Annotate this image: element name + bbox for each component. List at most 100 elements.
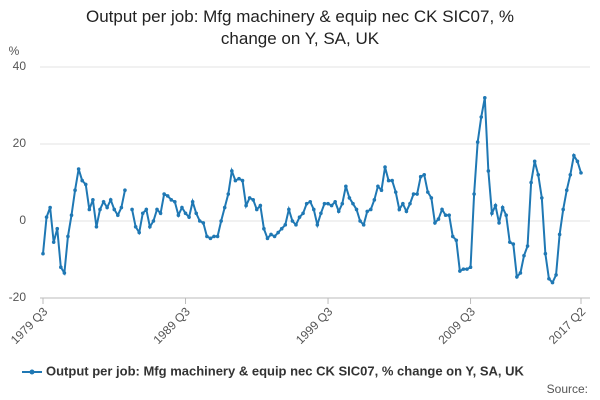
point: [148, 224, 152, 229]
point: [326, 201, 330, 206]
point: [401, 201, 405, 206]
point: [390, 178, 394, 183]
point: [561, 207, 565, 212]
point: [522, 253, 526, 258]
point: [358, 219, 362, 223]
point: [41, 251, 45, 256]
point: [354, 207, 359, 212]
point: [393, 190, 398, 194]
point: [500, 205, 505, 210]
point: [568, 173, 573, 177]
chart-title: Output per job: Mfg machinery & equip ne…: [85, 7, 515, 48]
y-tick-label: 0: [19, 213, 26, 227]
point: [137, 230, 141, 235]
point: [105, 205, 109, 210]
point: [347, 196, 352, 200]
point: [415, 192, 419, 196]
point: [333, 199, 337, 204]
point: [340, 201, 345, 206]
point: [422, 173, 427, 177]
point: [550, 280, 555, 285]
point: [511, 242, 516, 246]
point: [379, 188, 384, 192]
point: [215, 234, 220, 239]
point: [336, 209, 341, 214]
point: [66, 234, 70, 239]
point: [59, 265, 63, 270]
point: [322, 201, 327, 206]
point: [190, 199, 195, 204]
point: [44, 215, 49, 219]
x-tick-label: 1989 Q3: [150, 304, 193, 347]
point: [329, 203, 334, 208]
x-tick-label: 2009 Q3: [435, 304, 478, 347]
point: [344, 184, 348, 189]
point: [162, 192, 166, 196]
point: [311, 207, 316, 212]
point: [176, 213, 181, 218]
point: [450, 234, 455, 239]
point: [173, 199, 177, 204]
point: [554, 273, 558, 277]
point: [140, 211, 145, 216]
legend-marker: [29, 369, 35, 375]
point: [575, 159, 580, 164]
point: [515, 275, 519, 279]
point: [507, 240, 512, 244]
point: [158, 211, 163, 216]
y-tick-label: 40: [13, 59, 27, 73]
point: [254, 207, 259, 212]
point: [240, 178, 245, 183]
point: [276, 230, 280, 235]
y-tick-label: -20: [9, 290, 27, 304]
point: [365, 209, 370, 214]
point: [194, 211, 199, 216]
point: [564, 188, 569, 192]
point: [51, 240, 56, 244]
point: [144, 207, 149, 212]
point: [518, 271, 523, 275]
point: [536, 173, 541, 177]
point: [123, 188, 127, 192]
point: [383, 165, 387, 169]
point: [454, 238, 459, 243]
point: [361, 223, 366, 227]
point: [433, 221, 437, 225]
point: [91, 198, 95, 202]
point: [208, 236, 213, 241]
point: [368, 207, 373, 212]
point: [297, 215, 302, 219]
point: [315, 223, 320, 227]
point: [443, 213, 448, 218]
point: [151, 219, 156, 223]
point: [497, 221, 501, 225]
point: [468, 265, 473, 270]
point: [76, 167, 81, 171]
point: [116, 213, 120, 218]
point: [258, 203, 263, 208]
point: [247, 196, 252, 200]
x-tick-label: 1979 Q3: [8, 304, 51, 347]
point: [73, 188, 77, 192]
point: [201, 221, 206, 225]
point: [425, 190, 430, 194]
point: [197, 219, 202, 223]
point: [504, 213, 508, 218]
point: [222, 205, 227, 210]
point: [83, 182, 88, 187]
point: [112, 207, 117, 212]
point: [283, 223, 288, 227]
point: [540, 196, 544, 200]
x-tick-label: 1999 Q3: [293, 304, 336, 347]
point: [130, 207, 134, 212]
point: [458, 269, 462, 273]
point: [351, 201, 355, 206]
point: [308, 199, 313, 204]
point: [376, 184, 380, 189]
point: [205, 234, 209, 239]
point: [319, 211, 323, 216]
point: [262, 226, 266, 231]
y-axis-label: %: [9, 44, 20, 58]
